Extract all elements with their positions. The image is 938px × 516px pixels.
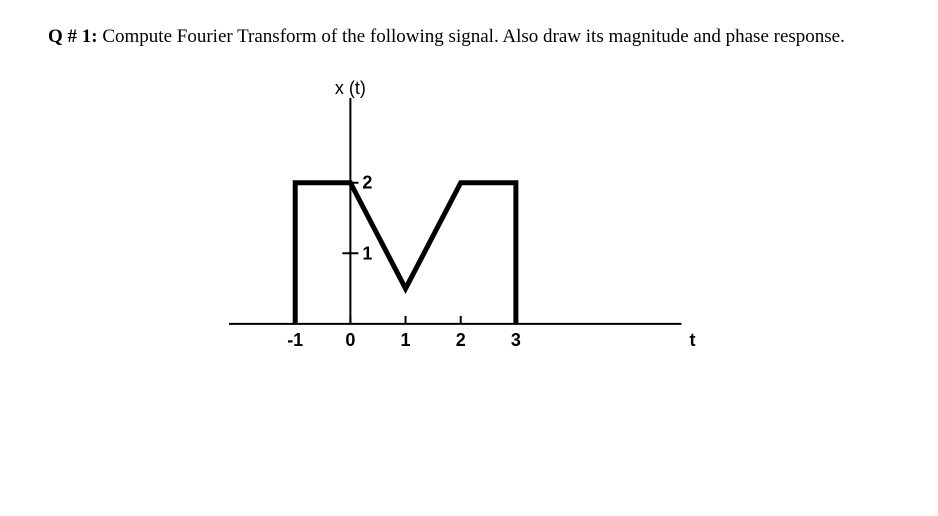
page: Q # 1: Compute Fourier Transform of the … (0, 0, 938, 402)
question-text: Compute Fourier Transform of the followi… (102, 26, 845, 47)
x-tick-label: 3 (511, 330, 521, 350)
x-axis-label: t (689, 330, 695, 350)
y-axis-label: x (t) (335, 78, 366, 98)
x-tick-label: 2 (456, 330, 466, 350)
x-tick-label: 1 (401, 330, 411, 350)
x-tick-label: -1 (287, 330, 303, 350)
figure-container: -1 0 1 2 3 1 2 x (t) t (48, 78, 890, 378)
question-label: Q # 1: (48, 26, 98, 47)
signal-plot: -1 0 1 2 3 1 2 x (t) t (209, 78, 729, 378)
x-tick-label: 0 (345, 330, 355, 350)
question-block: Q # 1: Compute Fourier Transform of the … (48, 24, 890, 50)
y-tick-label: 2 (362, 172, 372, 192)
y-tick-label: 1 (362, 243, 372, 263)
